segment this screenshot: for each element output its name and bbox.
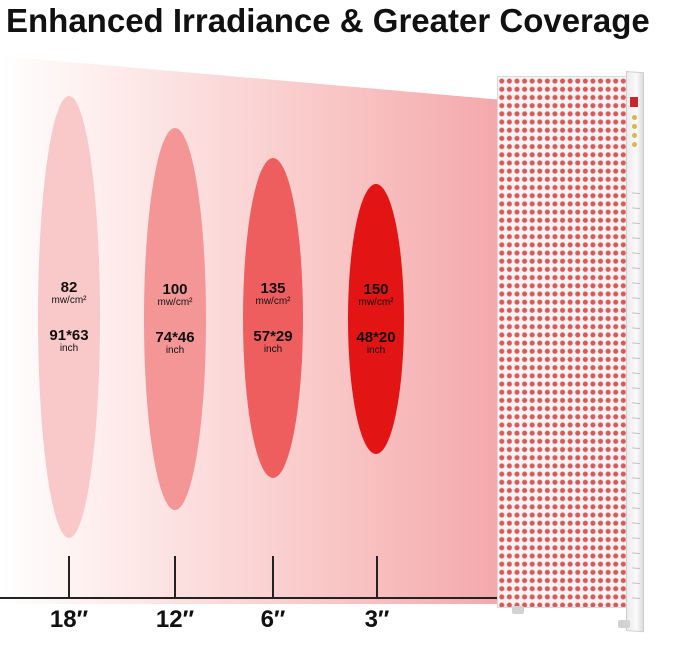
coverage-unit: inch <box>165 345 185 356</box>
panel-foot <box>512 606 524 614</box>
coverage-unit: inch <box>366 345 386 356</box>
coverage-zone-3: 150 mw/cm² 48*20 inch <box>348 184 404 454</box>
red-light-therapy-panel-icon <box>497 76 627 608</box>
irradiance-unit: mw/cm² <box>358 297 394 308</box>
coverage-value: 48*20 <box>356 329 396 346</box>
tick-12 <box>174 556 176 598</box>
irradiance-value: 135 <box>260 280 286 297</box>
tick-18 <box>68 556 70 598</box>
coverage-zone-6: 135 mw/cm² 57*29 inch <box>243 158 303 478</box>
panel-button-icon <box>632 133 637 138</box>
tick-6 <box>272 556 274 598</box>
panel-side-housing <box>626 71 644 633</box>
irradiance-unit: mw/cm² <box>157 297 193 308</box>
coverage-value: 57*29 <box>253 328 293 345</box>
irradiance-unit: mw/cm² <box>255 296 291 307</box>
panel-button-icon <box>632 142 637 147</box>
panel-display-icon <box>630 97 638 107</box>
coverage-value: 74*46 <box>155 329 195 346</box>
panel-foot <box>618 620 630 628</box>
coverage-value: 91*63 <box>49 327 89 344</box>
page-title: Enhanced Irradiance & Greater Coverage <box>6 2 650 39</box>
distance-label-6: 6″ <box>260 606 286 633</box>
coverage-zone-12: 100 mw/cm² 74*46 inch <box>144 128 206 510</box>
irradiance-unit: mw/cm² <box>51 295 87 306</box>
distance-label-3: 3″ <box>364 606 390 633</box>
irradiance-value: 100 <box>162 281 188 298</box>
coverage-unit: inch <box>59 343 79 354</box>
tick-3 <box>376 556 378 598</box>
coverage-unit: inch <box>263 344 283 355</box>
coverage-zone-18: 82 mw/cm² 91*63 inch <box>38 96 100 538</box>
irradiance-value: 150 <box>363 281 389 298</box>
panel-button-icon <box>632 124 637 129</box>
panel-button-icon <box>632 115 637 120</box>
distance-label-12: 12″ <box>155 606 195 633</box>
distance-axis <box>0 597 500 599</box>
distance-label-18: 18″ <box>49 606 89 633</box>
irradiance-value: 82 <box>60 279 78 296</box>
